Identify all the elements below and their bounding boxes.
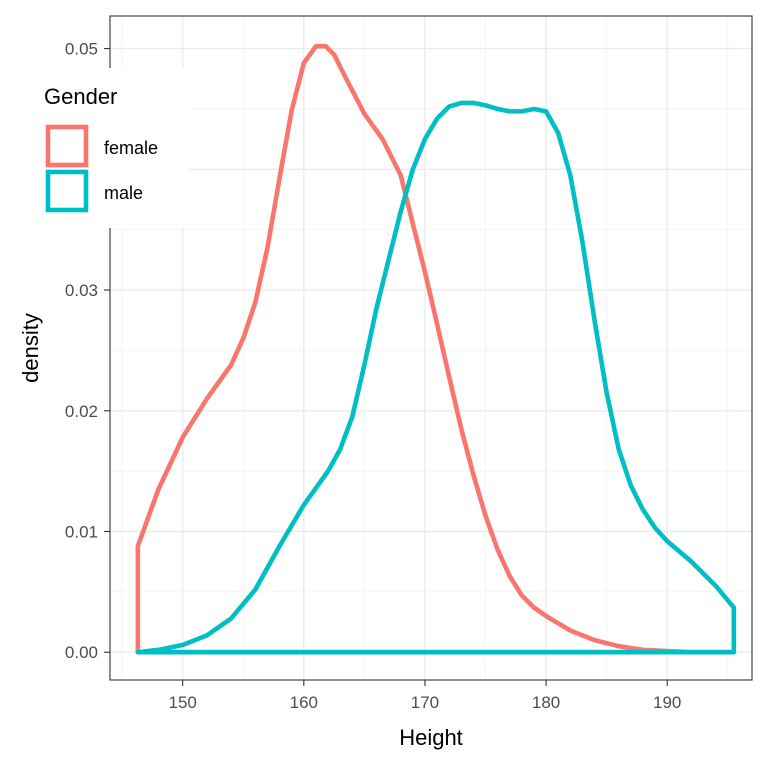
x-tick-label: 180 [532,693,560,712]
x-axis-title: Height [399,725,463,750]
legend: Gender female male [30,68,190,228]
y-axis: 0.000.010.020.030.040.05 [65,40,110,662]
legend-title: Gender [44,84,117,109]
legend-entries: female male [45,124,158,213]
legend-key-female [45,124,89,168]
plot-border [109,15,753,681]
x-tick-label: 150 [168,693,196,712]
y-tick-label: 0.02 [65,402,98,421]
legend-key-male [45,169,89,213]
x-tick-label: 170 [411,693,439,712]
y-tick-label: 0.03 [65,281,98,300]
y-axis-title: density [18,313,43,383]
minor-gridlines [110,16,752,680]
series-layer [135,43,737,655]
legend-label-female: female [104,138,158,158]
plot-background [110,16,752,680]
density-line-female [135,43,737,655]
y-tick-label: 0.05 [65,40,98,59]
y-tick-label: 0.01 [65,523,98,542]
x-axis: 150 160 170 180 190 [168,680,681,712]
density-line-male [135,100,737,655]
x-tick-label: 160 [290,693,318,712]
x-tick-label: 190 [653,693,681,712]
legend-label-male: male [104,183,143,203]
y-tick-label: 0.00 [65,643,98,662]
